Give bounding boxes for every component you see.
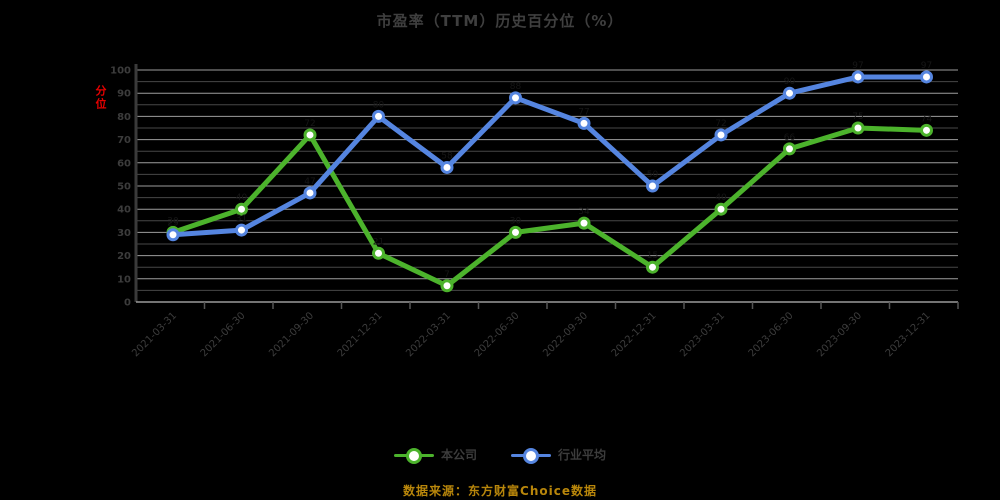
x-tick-label: 2023-12-31 [884,310,933,359]
data-point-label: 50 [647,170,659,180]
x-tick-label: 2021-09-30 [267,310,316,359]
data-point-label: 77 [578,107,589,117]
data-point-label: 29 [167,219,179,229]
data-point-label: 90 [784,77,796,87]
data-point-label: 97 [852,61,863,71]
x-tick-label: 2023-06-30 [747,310,796,359]
y-tick-label: 30 [117,228,131,239]
data-point-label: 80 [373,100,385,110]
data-point-label: 30 [510,216,522,226]
y-tick-label: 0 [124,298,131,309]
data-point-label: 30 [167,216,179,226]
line-chart-plot: 0 10 20 30 40 50 60 70 80 90 100 2021-03-31 2021-06-… [110,61,959,359]
data-point-label: 40 [715,193,727,203]
data-point-label: 40 [236,193,248,203]
x-tick-label: 2021-12-31 [336,310,385,359]
data-point-label: 58 [441,151,453,161]
data-point-label: 72 [715,119,726,129]
x-tick-label: 2022-12-31 [610,310,659,359]
data-point-label: 72 [304,119,315,129]
legend-marker-green-icon [393,447,434,464]
x-tick-label: 2023-03-31 [678,310,727,359]
x-tick-label: 2022-06-30 [473,310,522,359]
y-tick-label: 80 [117,112,131,123]
chart-legend: 本公司 行业平均 [0,446,1000,464]
legend-label: 本公司 [440,448,477,462]
y-tick-label: 20 [117,251,131,262]
x-tick-label: 2021-03-31 [130,310,179,359]
x-tick-label: 2023-09-30 [815,310,864,359]
y-tick-label: 50 [117,182,131,193]
data-point-label: 15 [647,251,658,261]
data-point-label: 66 [784,133,796,143]
y-tick-label: 100 [110,66,131,77]
legend-label: 行业平均 [558,448,607,462]
legend-marker-blue-icon [511,447,551,464]
data-source-note: 数据来源：东方财富Choice数据 [403,484,597,498]
data-point-label: 34 [578,207,590,217]
y-axis-unit-label: 分位 [94,85,107,111]
x-tick-label: 2022-09-30 [541,310,590,359]
data-point-label: 21 [373,237,384,247]
data-point-label: 74 [921,114,933,124]
y-tick-label: 40 [117,205,131,216]
legend-item-series-green[interactable]: 本公司 [393,446,477,464]
data-point-label: 97 [921,61,932,71]
data-point-label: 7 [444,270,450,280]
x-tick-label: 2021-06-30 [199,310,248,359]
data-point-label: 47 [304,177,315,187]
y-tick-label: 10 [117,274,131,285]
data-point-label: 88 [510,82,522,92]
data-point-label: 31 [236,214,247,224]
y-tick-label: 90 [117,89,131,100]
y-tick-label: 70 [117,135,131,146]
x-tick-label: 2022-03-31 [404,310,453,359]
data-point-label: 75 [852,112,863,122]
y-tick-label: 60 [117,158,131,169]
legend-item-series-blue[interactable]: 行业平均 [511,446,607,464]
chart-title: 市盈率（TTM）历史百分位（%） [376,12,624,30]
